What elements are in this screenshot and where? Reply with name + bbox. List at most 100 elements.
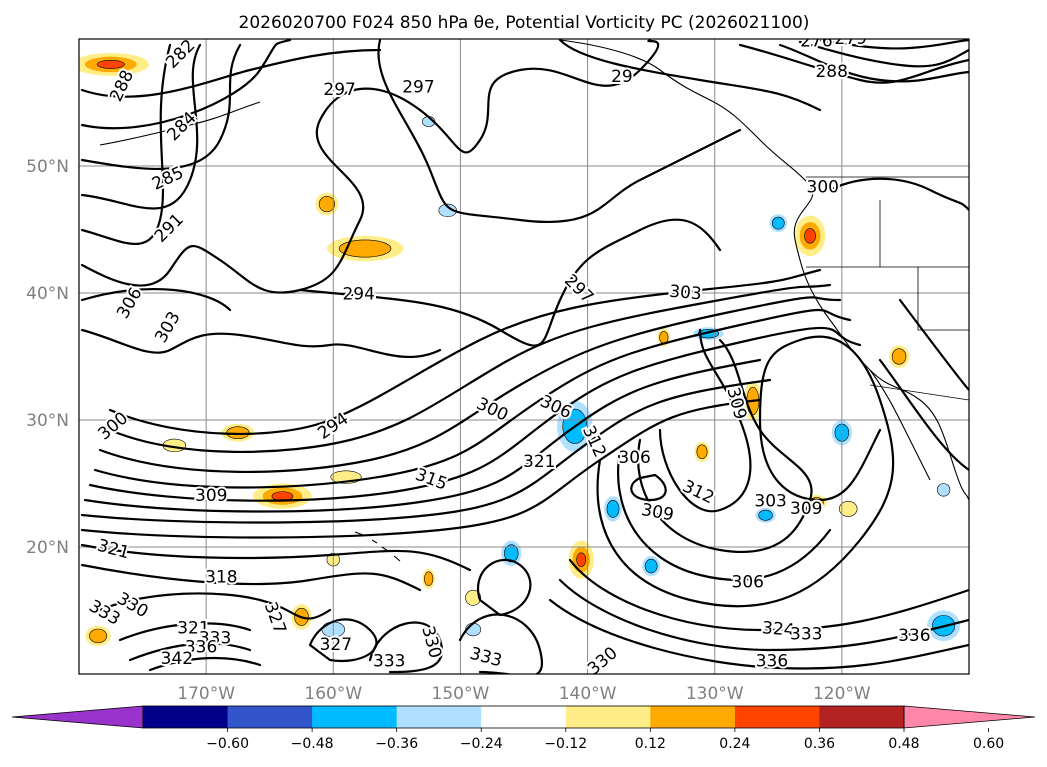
- theta-e-contour: [630, 473, 667, 502]
- positive-pv-anomaly: [318, 196, 336, 213]
- positive-pv-anomaly: [659, 331, 669, 344]
- contour-label: 276: [800, 32, 832, 52]
- contour-label: 309: [195, 486, 227, 506]
- colorbar-tick-label: −0.24: [460, 736, 503, 752]
- theta-e-contour: [88, 326, 862, 502]
- contour-label: 297: [402, 77, 434, 97]
- colorbar-tick-label: 0.12: [635, 736, 666, 752]
- negative-pv-anomaly: [438, 203, 457, 218]
- us-state-border: [917, 267, 969, 331]
- colorbar-bin: [227, 706, 313, 728]
- chart-title: 2026020700 F024 850 hPa θe, Potential Vo…: [239, 13, 810, 33]
- y-tick-label: 50°N: [26, 157, 69, 177]
- contour-label: 294: [342, 284, 374, 304]
- theta-e-contour: [80, 563, 422, 592]
- theta-e-contour: [80, 48, 382, 98]
- colorbar-bin: [734, 706, 820, 728]
- theta-e-contour: [98, 592, 332, 620]
- theta-e-contour: [898, 298, 969, 392]
- contour-label: 303: [754, 491, 786, 511]
- x-tick-label: 170°W: [177, 684, 235, 704]
- contour-label: 342: [161, 649, 193, 669]
- x-tick-label: 150°W: [432, 684, 490, 704]
- theta-e-contour: [558, 578, 969, 652]
- theta-e-contour: [148, 656, 262, 672]
- contour-label: 297: [323, 80, 355, 100]
- theta-e-contour: [80, 39, 292, 130]
- x-tick-label: 130°W: [686, 684, 744, 704]
- latitude-tick-labels: 20°N 30°N 40°N 50°N: [26, 157, 69, 558]
- contour-label: 279: [835, 29, 867, 49]
- colorbar-bin: [481, 706, 567, 728]
- theta-e-contour: [778, 43, 969, 83]
- theta-e-contour: [80, 378, 772, 524]
- theta-e-contour: [617, 448, 832, 582]
- positive-pv-anomaly: [338, 239, 392, 258]
- theta-e-contour: [828, 177, 969, 212]
- colorbar-bin: [650, 706, 736, 728]
- theta-e-contour: [548, 598, 969, 670]
- theta-e-contour: [818, 39, 969, 50]
- colorbar-frame: [142, 705, 905, 729]
- contour-label: 333: [373, 651, 405, 671]
- colorbar-extend-high: [903, 705, 1036, 729]
- alaska-coastline: [559, 39, 969, 501]
- theta-e-contour: [637, 338, 813, 553]
- positive-pv-anomaly: [96, 59, 125, 69]
- hawaiian-islands: [354, 531, 401, 562]
- colorbar-bin: [819, 706, 905, 728]
- gridlines: [79, 39, 969, 674]
- colorbar-tick-label: 0.60: [973, 736, 1004, 752]
- contour-label: 318: [205, 567, 237, 587]
- aleutian-islands: [99, 101, 261, 146]
- contour-label: 333: [790, 625, 822, 645]
- contour-label: 29: [611, 67, 633, 87]
- contour-label: 336: [898, 626, 930, 646]
- colorbar-extend-low: [11, 705, 144, 729]
- colorbar-bin: [143, 706, 229, 728]
- theta-e-contour: [377, 39, 742, 224]
- negative-pv-anomaly: [504, 544, 519, 563]
- colorbar-tick-label: −0.12: [544, 736, 587, 752]
- colorbar-tick-label: 0.24: [719, 736, 750, 752]
- x-tick-label: 160°W: [304, 684, 362, 704]
- colorbar-tick-label: 0.36: [804, 736, 835, 752]
- contour-label: 324: [761, 618, 795, 641]
- y-tick-label: 30°N: [26, 411, 69, 431]
- theta-e-contour: [558, 39, 822, 112]
- theta-e-contour: [80, 43, 172, 246]
- positive-pv-anomaly: [839, 500, 858, 517]
- colorbar-tick-label: 0.48: [888, 736, 919, 752]
- political-borders: [806, 176, 969, 401]
- contour-label: 336: [756, 651, 788, 671]
- theta-e-contour: [80, 398, 762, 539]
- colorbar-bin: [396, 706, 482, 728]
- theta-e-contour: [93, 308, 852, 489]
- colorbar-tick-labels: −0.60 −0.48 −0.36 −0.24 −0.12 0.12 0.24 0.36 0.4…: [206, 728, 1004, 752]
- negative-pv-anomaly: [758, 509, 773, 521]
- theta-e-contour: [80, 328, 442, 359]
- theta-e-contour: [80, 43, 202, 210]
- negative-pv-anomaly: [644, 558, 658, 574]
- theta-e-contour: [477, 558, 532, 617]
- theta-e-contours: [80, 39, 969, 674]
- theta-e-contour: [878, 358, 969, 472]
- negative-pv-anomaly: [606, 499, 620, 518]
- theta-e-contour: [128, 642, 252, 662]
- positive-pv-anomaly: [465, 589, 482, 606]
- positive-pv-anomaly: [891, 348, 907, 365]
- positive-pv-anomaly: [226, 426, 250, 440]
- contour-label: 327: [320, 635, 352, 655]
- theta-e-contour: [738, 43, 969, 84]
- map-frame: [78, 38, 970, 675]
- theta-e-contour: [298, 218, 722, 347]
- negative-pv-anomaly: [771, 216, 785, 230]
- colorbar: [11, 705, 1036, 729]
- contour-label: 306: [618, 448, 650, 468]
- y-tick-label: 20°N: [26, 538, 69, 558]
- colorbar-tick-label: −0.36: [375, 736, 418, 752]
- theta-e-contour: [458, 613, 543, 674]
- contour-label: 333: [199, 628, 231, 648]
